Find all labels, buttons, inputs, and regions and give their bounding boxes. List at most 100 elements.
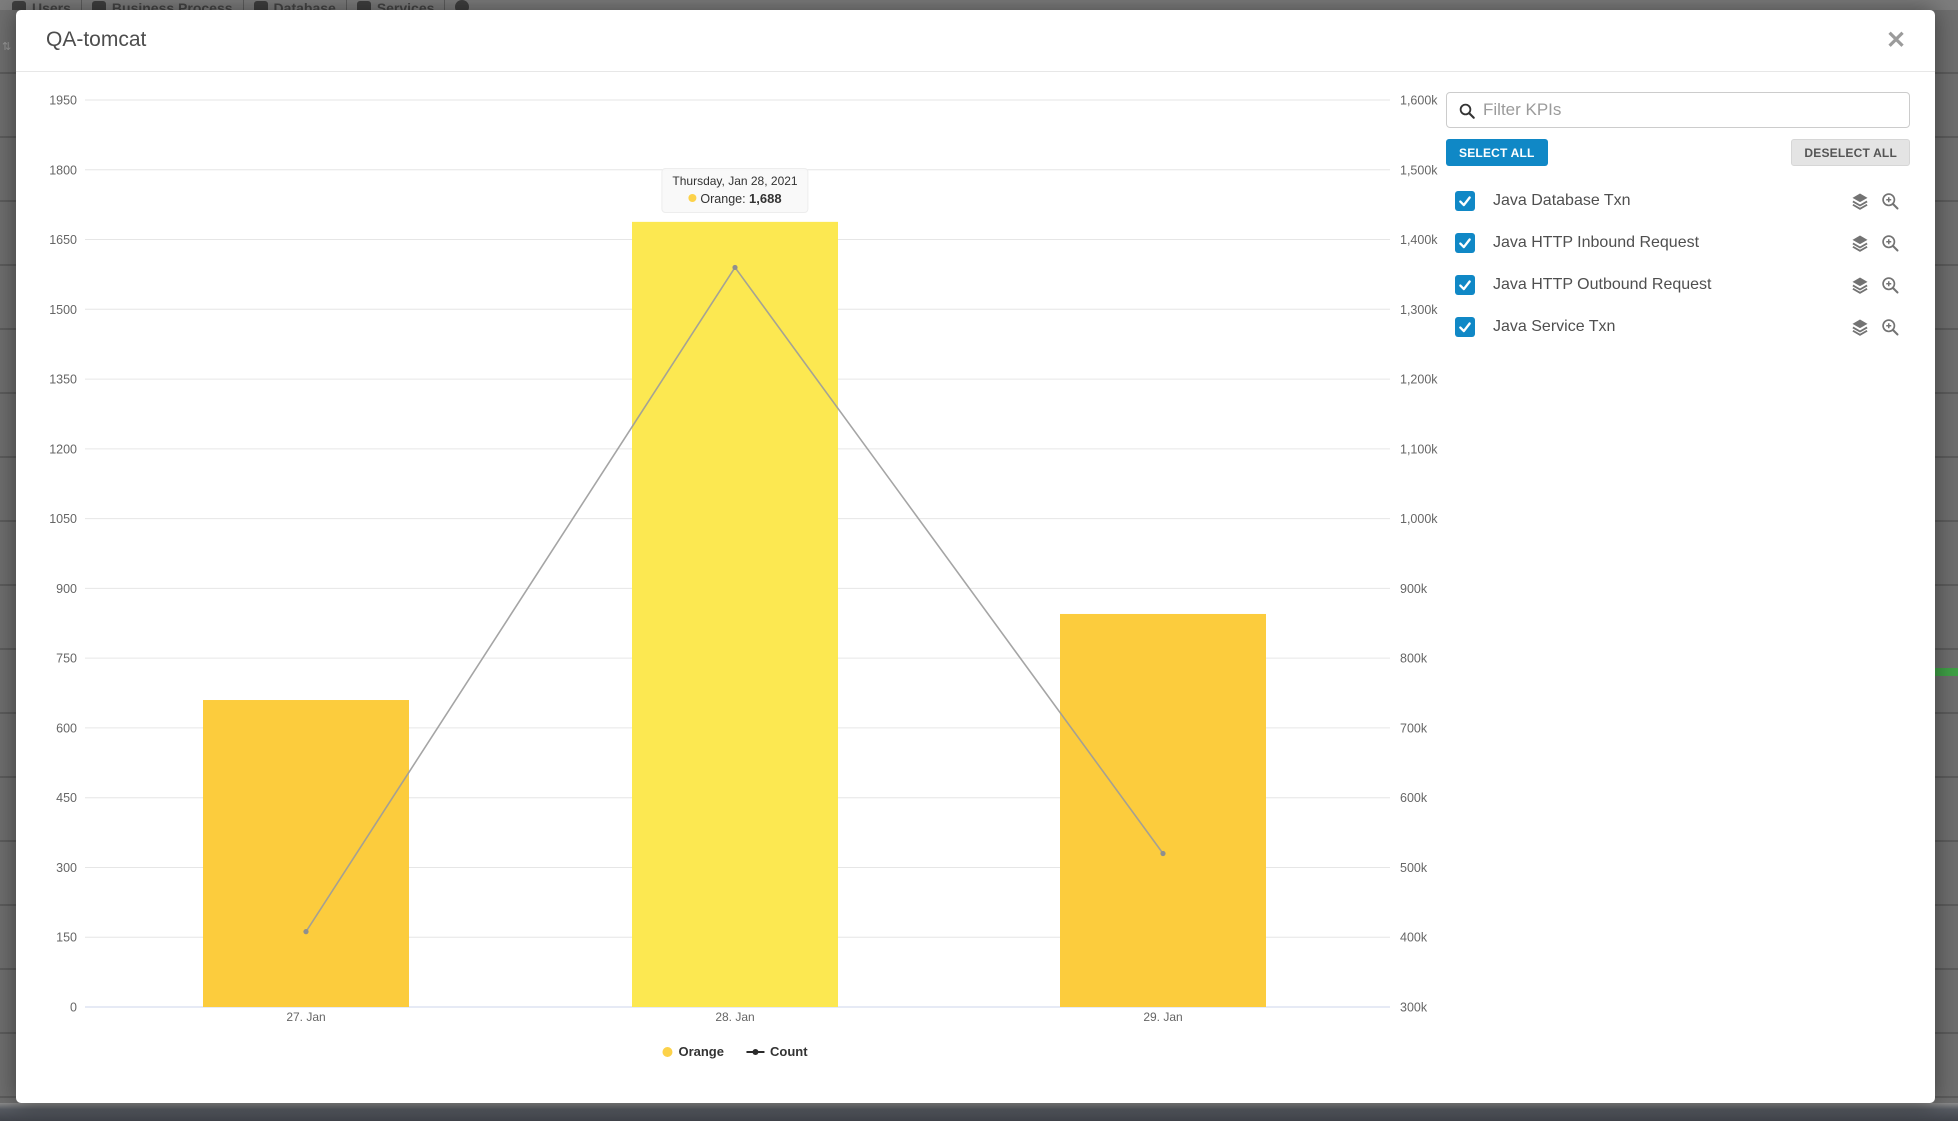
kpi-label: Java Service Txn <box>1493 318 1616 335</box>
chart-legend: Orange Count <box>662 1044 808 1059</box>
checkbox-checked[interactable] <box>1455 317 1475 337</box>
filter-kpis-input[interactable] <box>1483 94 1903 126</box>
toolbar-separator <box>80 0 82 10</box>
zoom-in-icon[interactable] <box>1880 275 1900 295</box>
toolbar-separator <box>242 0 244 10</box>
toolbar-tab-services: Services <box>347 0 445 10</box>
zoom-in-icon[interactable] <box>1880 191 1900 211</box>
check-icon <box>1459 322 1471 333</box>
deselect-all-button[interactable]: DESELECT ALL <box>1791 139 1910 166</box>
checkbox-checked[interactable] <box>1455 191 1475 211</box>
kpi-row[interactable]: Java Service Txn <box>1446 306 1910 348</box>
kpi-label: Java HTTP Inbound Request <box>1493 234 1700 251</box>
layers-icon[interactable] <box>1850 317 1870 337</box>
check-icon <box>1459 238 1471 249</box>
left-axis-tick: 1800 <box>49 163 77 177</box>
left-axis-tick: 600 <box>56 721 77 735</box>
layers-icon[interactable] <box>1850 275 1870 295</box>
toolbar-separator <box>444 0 446 10</box>
right-axis-tick: 1,000k <box>1400 512 1438 526</box>
check-icon <box>1459 280 1471 291</box>
right-axis-tick: 300k <box>1400 1001 1428 1015</box>
toolbar-separator <box>345 0 347 10</box>
kpi-search-box <box>1446 92 1910 128</box>
legend-label: Count <box>769 1044 808 1059</box>
right-axis-tick: 900k <box>1400 582 1428 596</box>
kpi-row[interactable]: Java HTTP Outbound Request <box>1446 264 1910 306</box>
kpi-chart-dialog: QA-tomcat ✕ 1950 1,600k 1800 1,500k 1650 1,40… <box>16 10 1935 1103</box>
play-circle-icon <box>455 0 470 10</box>
legend-item-orange[interactable]: Orange <box>662 1044 724 1059</box>
dialog-title: QA-tomcat <box>46 28 147 51</box>
status-green-bar <box>1935 668 1958 676</box>
toolbar-tab-label: Users <box>32 0 71 10</box>
layers-icon[interactable] <box>1850 233 1870 253</box>
right-axis-tick: 1,200k <box>1400 373 1438 387</box>
left-axis-tick: 1500 <box>49 303 77 317</box>
right-axis-tick: 600k <box>1400 791 1428 805</box>
zoom-in-icon[interactable] <box>1880 233 1900 253</box>
count-point-29-jan[interactable] <box>1160 850 1166 857</box>
left-axis-tick: 1950 <box>49 94 77 108</box>
left-axis-tick: 1650 <box>49 233 77 247</box>
toolbar-tab-label: Services <box>376 0 435 10</box>
right-axis-tick: 500k <box>1400 861 1428 875</box>
layers-icon[interactable] <box>1850 191 1870 211</box>
right-axis-tick: 1,600k <box>1400 94 1438 108</box>
bar-29-jan[interactable] <box>1060 613 1266 1007</box>
background-table-left-edge: ⇅ <box>0 10 18 1103</box>
toolbar-tab-users: Users <box>2 0 81 10</box>
toolbar-tab-label: Business Process <box>111 0 233 10</box>
bar-27-jan[interactable] <box>203 700 409 1007</box>
briefcase-icon <box>91 1 106 10</box>
close-icon[interactable]: ✕ <box>1879 24 1913 58</box>
kpi-row[interactable]: Java Database Txn <box>1446 180 1910 222</box>
search-icon <box>1459 103 1475 119</box>
check-icon <box>1459 196 1471 207</box>
zoom-in-icon[interactable] <box>1880 317 1900 337</box>
kpi-label: Java Database Txn <box>1493 192 1631 209</box>
left-axis-tick: 1050 <box>49 512 77 526</box>
right-axis-tick: 800k <box>1400 652 1428 666</box>
kpi-row[interactable]: Java HTTP Inbound Request <box>1446 222 1910 264</box>
legend-label: Orange <box>678 1044 724 1059</box>
left-axis-tick: 0 <box>70 1001 77 1015</box>
toolbar-tab-extra <box>445 0 479 10</box>
count-point-28-jan[interactable] <box>732 264 738 271</box>
left-axis-tick: 1200 <box>49 442 77 456</box>
toolbar-tab-business-process: Business Process <box>82 0 243 10</box>
legend-item-count[interactable]: Count <box>745 1044 808 1059</box>
orange-series-marker-icon <box>662 1046 673 1057</box>
left-axis-tick: 150 <box>56 931 77 945</box>
x-axis-label: 28. Jan <box>715 1010 754 1024</box>
bar-28-jan[interactable] <box>632 221 838 1007</box>
right-axis-tick: 1,100k <box>1400 442 1438 456</box>
toolbar-tab-database: Database <box>244 0 346 10</box>
count-point-27-jan[interactable] <box>303 929 309 935</box>
dialog-header: QA-tomcat ✕ <box>16 10 1935 72</box>
toolbar-tab-label: Database <box>273 0 336 10</box>
gear-icon <box>356 1 371 10</box>
kpi-filter-panel: SELECT ALL DESELECT ALL Java Database Tx… <box>1446 92 1910 348</box>
right-axis-tick: 700k <box>1400 721 1428 735</box>
right-axis-tick: 1,500k <box>1400 163 1438 177</box>
count-series-marker-icon <box>745 1048 764 1055</box>
background-bottom-bar <box>0 1103 1958 1121</box>
x-axis-label: 29. Jan <box>1143 1010 1182 1024</box>
right-axis-tick: 1,300k <box>1400 303 1438 317</box>
select-all-button[interactable]: SELECT ALL <box>1446 139 1548 166</box>
checkbox-checked[interactable] <box>1455 233 1475 253</box>
left-axis-tick: 750 <box>56 652 77 666</box>
right-axis-tick: 1,400k <box>1400 233 1438 247</box>
background-table-right-edge <box>1935 10 1958 1103</box>
background-toolbar: Users Business Process Database Services <box>0 0 1958 10</box>
left-axis-tick: 1350 <box>49 373 77 387</box>
kpi-list: Java Database Txn <box>1446 180 1910 348</box>
x-axis-label: 27. Jan <box>286 1010 325 1024</box>
kpi-label: Java HTTP Outbound Request <box>1493 276 1712 293</box>
checkbox-checked[interactable] <box>1455 275 1475 295</box>
left-axis-tick: 900 <box>56 582 77 596</box>
left-axis-tick: 450 <box>56 791 77 805</box>
sort-arrows-icon: ⇅ <box>2 41 12 53</box>
